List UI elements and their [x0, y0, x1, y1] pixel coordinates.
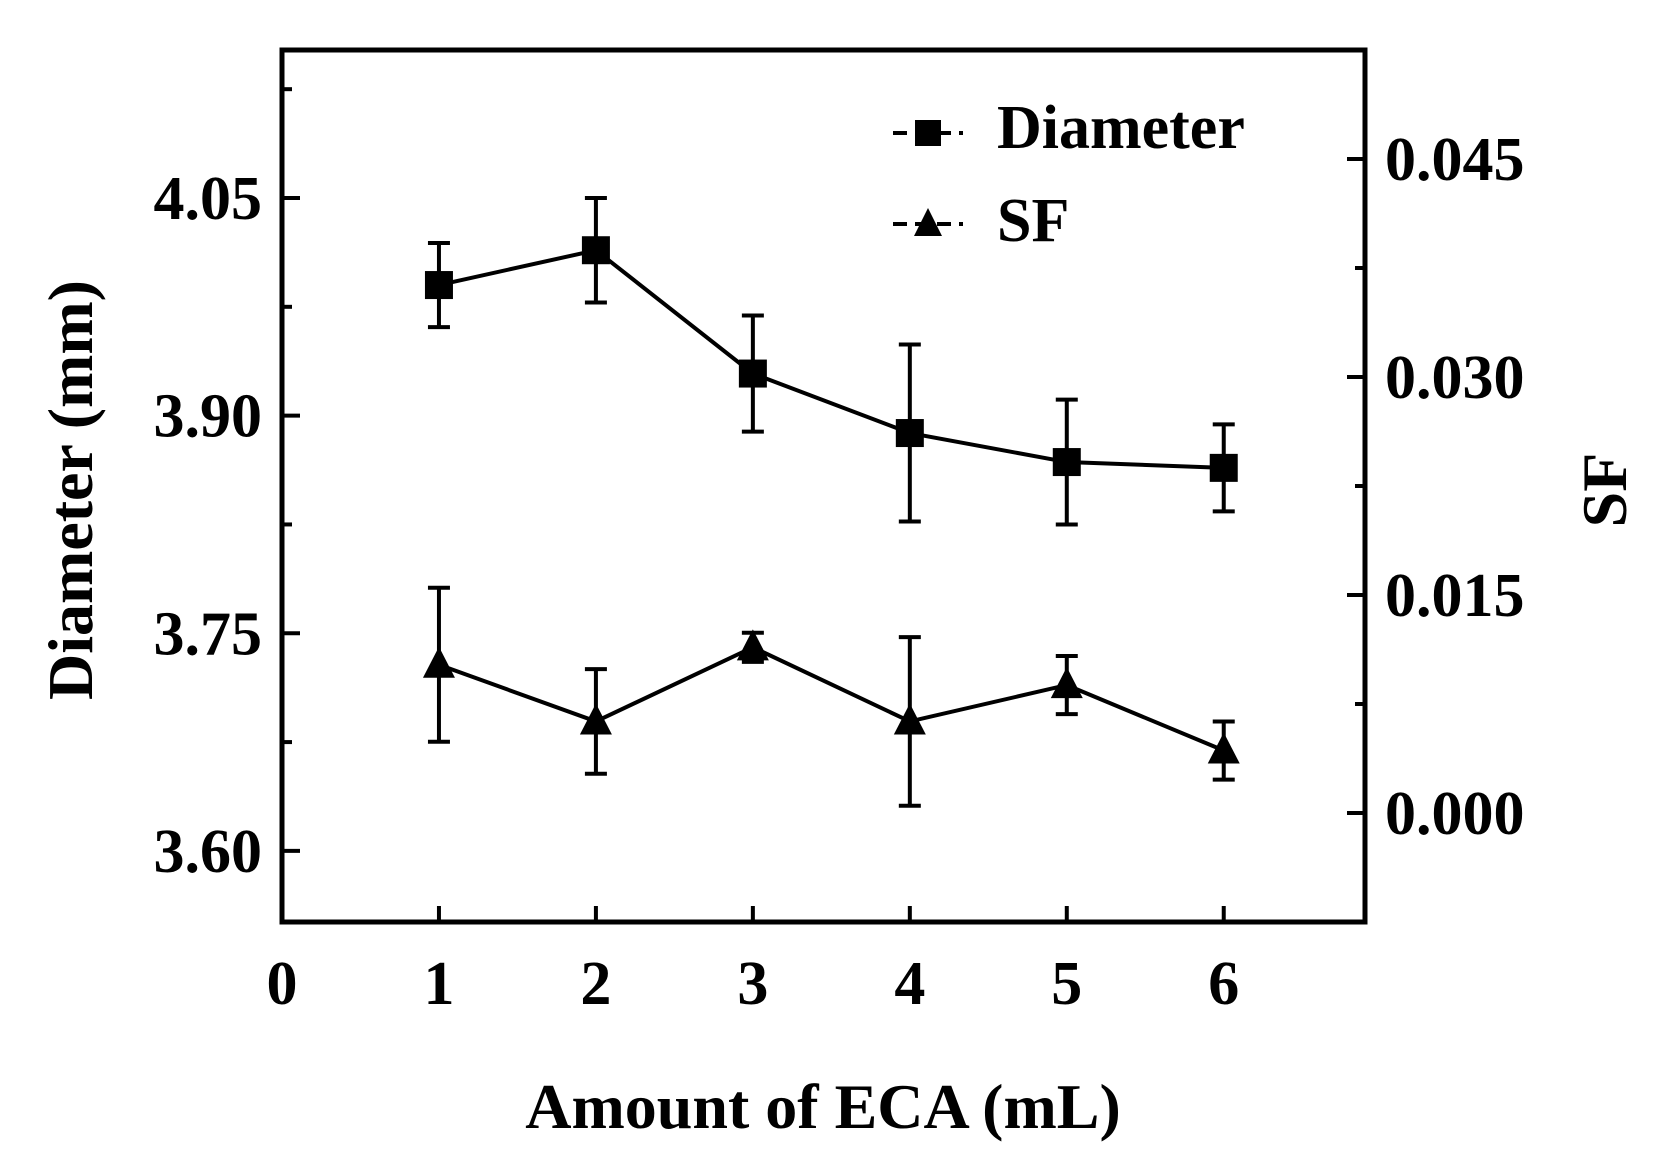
plot-border: [279, 47, 1368, 925]
x-tick-label: 6: [1208, 950, 1239, 1018]
y-tick-label: 3.75: [154, 600, 263, 668]
x-axis: 0 1 2 3 4 5 6: [267, 906, 1239, 1018]
legend-sf-label: SF: [997, 187, 1069, 255]
y-axis-left: 3.60 3.75 3.90 4.05: [154, 87, 300, 886]
data-point-sf: [422, 646, 455, 678]
y-tick-label: 3.90: [154, 383, 263, 451]
x-axis-title: Amount of ECA (mL): [525, 1071, 1121, 1142]
x-tick-label: 2: [580, 950, 611, 1018]
plot-area: [279, 47, 1368, 925]
y2-tick-label: 0.000: [1385, 780, 1525, 848]
y2-tick-label: 0.045: [1385, 126, 1525, 194]
series-line-diameter: [438, 248, 1224, 470]
legend-item-diameter: Diameter: [893, 94, 1245, 162]
legend-diameter-marker: [915, 120, 941, 146]
legend-sf-marker: [914, 208, 942, 236]
y-tick-label: 4.05: [154, 165, 263, 233]
y2-tick-label: 0.015: [1385, 562, 1525, 630]
data-point-sf: [1207, 732, 1240, 764]
y-tick-label: 3.60: [154, 818, 263, 886]
data-point-diameter: [1209, 453, 1238, 482]
x-tick-label: 5: [1051, 950, 1082, 1018]
series-layer: [422, 195, 1240, 808]
data-point-sf: [736, 629, 769, 661]
data-point-sf: [579, 703, 612, 735]
data-point-sf: [893, 703, 926, 735]
y-axis-right: 0.000 0.015 0.030 0.045: [1347, 48, 1525, 924]
series-line-sf: [438, 645, 1225, 753]
legend-item-sf: SF: [893, 187, 1069, 255]
legend: Diameter SF: [893, 94, 1245, 255]
data-point-diameter: [581, 236, 610, 265]
data-point-diameter: [895, 419, 924, 448]
data-point-diameter: [738, 359, 767, 388]
x-tick-label: 4: [894, 950, 925, 1018]
data-point-sf: [1050, 667, 1083, 699]
x-tick-label: 1: [423, 950, 454, 1018]
x-tick-label: 0: [267, 950, 298, 1018]
y2-tick-label: 0.030: [1385, 344, 1525, 412]
x-tick-label: 3: [737, 950, 768, 1018]
legend-diameter-label: Diameter: [997, 94, 1245, 162]
y-axis-title: Diameter (mm): [35, 280, 106, 700]
y2-axis-title: SF: [1569, 453, 1640, 528]
data-point-diameter: [1052, 448, 1081, 477]
data-point-diameter: [424, 271, 453, 300]
